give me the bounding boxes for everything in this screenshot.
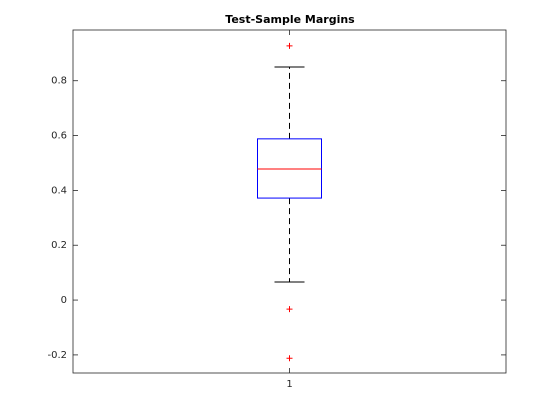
outlier: [286, 306, 293, 313]
y-tick-label: 0.6: [51, 131, 67, 142]
x-tick-label: 1: [286, 379, 292, 390]
y-tick-label: 0.8: [51, 76, 67, 87]
box: [257, 138, 322, 199]
y-tick-label: 0.2: [51, 240, 67, 251]
outlier: [286, 42, 293, 49]
y-tick-label: 0.4: [51, 185, 67, 196]
chart-title: Test-Sample Margins: [225, 13, 355, 26]
y-tick-label: 0: [61, 295, 67, 306]
y-tick-label: -0.2: [47, 350, 67, 361]
outlier: [286, 355, 293, 362]
